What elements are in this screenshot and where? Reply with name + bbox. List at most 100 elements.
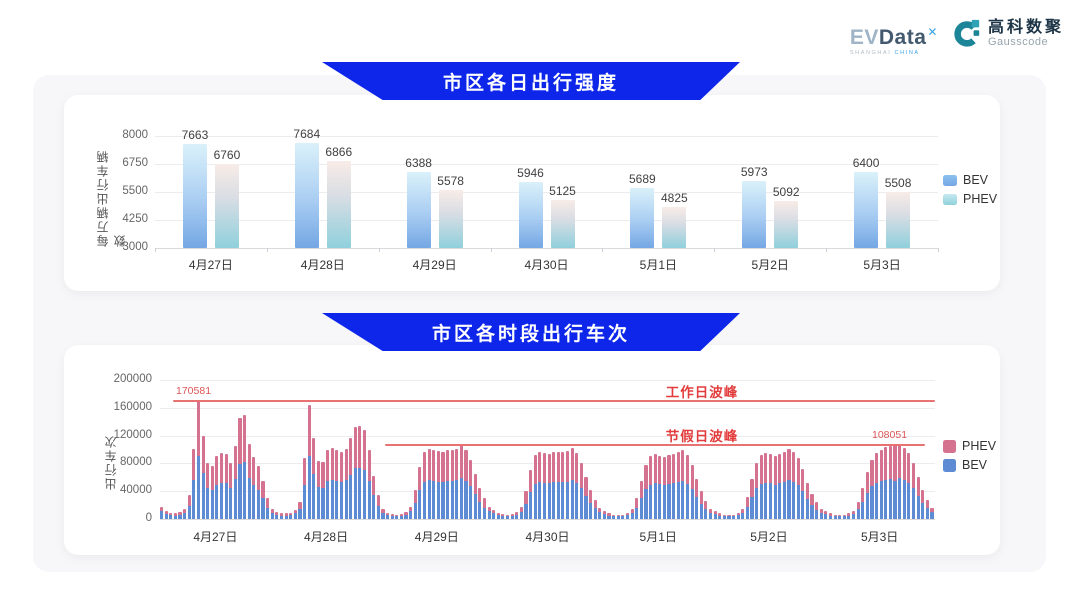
phev-bar: [326, 161, 351, 248]
legend-label: BEV: [963, 173, 989, 187]
bev-segment: [243, 462, 247, 519]
phev-segment: [160, 506, 164, 512]
phev-segment: [390, 514, 394, 517]
legend-label: PHEV: [963, 192, 998, 206]
hourly-bar-column: [824, 511, 828, 519]
holiday-peak-line: [385, 443, 925, 446]
hourly-bar-column: [450, 449, 454, 519]
x-tick-label: 4月29日: [412, 258, 457, 272]
bev-segment: [293, 513, 297, 519]
phev-segment: [718, 513, 722, 516]
bev-segment: [884, 479, 888, 519]
hourly-bar-column: [842, 514, 846, 519]
phev-segment: [381, 509, 385, 513]
phev-segment: [658, 455, 662, 485]
daily-chart-title: 市区各日出行强度: [442, 72, 619, 94]
bev-segment: [238, 463, 242, 519]
bev-segment: [399, 516, 403, 519]
phev-segment: [764, 452, 768, 483]
legend-item-bev[interactable]: BEV: [943, 173, 997, 187]
hourly-bar-column: [778, 453, 782, 519]
phev-segment: [755, 463, 759, 489]
bev-segment: [699, 503, 703, 519]
hourly-bar-column: [547, 454, 551, 519]
x-tick-label: 4月27日: [188, 258, 233, 272]
hourly-bar-column: [183, 508, 187, 519]
phev-segment: [459, 445, 463, 479]
hourly-bar-column: [718, 513, 722, 519]
bev-segment: [713, 513, 717, 519]
bev-segment: [856, 509, 860, 519]
bev-segment: [316, 487, 320, 519]
phev-segment: [875, 452, 879, 483]
hourly-bar-column: [289, 512, 293, 519]
phev-segment: [446, 449, 450, 481]
legend-item-bev[interactable]: BEV: [943, 458, 996, 472]
bev-value-label: 5689: [628, 171, 656, 186]
bev-segment: [796, 485, 800, 519]
hourly-bar-column: [261, 480, 265, 519]
hourly-bar-column: [529, 470, 533, 519]
axis-tick: [602, 248, 604, 252]
phev-bar: [774, 201, 799, 248]
hourly-bar-column: [616, 514, 620, 519]
axis-tick: [490, 248, 492, 252]
phev-segment: [593, 499, 597, 509]
hourly-bar-column: [925, 499, 929, 519]
axis-tick: [826, 248, 828, 252]
hourly-bar-column: [741, 509, 745, 519]
hourly-bar-column: [519, 507, 523, 519]
hourly-bar-column: [828, 513, 833, 519]
bev-segment: [727, 516, 731, 519]
phev-segment: [556, 451, 560, 482]
phev-segment: [884, 447, 888, 480]
phev-segment: [612, 514, 616, 517]
bev-segment: [672, 483, 676, 519]
bev-segment: [367, 480, 371, 519]
bev-segment: [644, 489, 648, 519]
legend-swatch-bev: [943, 458, 956, 472]
bev-segment: [376, 505, 380, 519]
hourly-bar-column: [362, 430, 367, 519]
bev-segment: [616, 516, 620, 519]
hourly-bar-column: [418, 466, 422, 519]
bev-segment: [621, 516, 625, 519]
axis-tick: [155, 248, 156, 252]
hourly-chart-banner: 市区各时段出行车次: [322, 313, 740, 351]
hourly-bar-column: [676, 452, 680, 519]
phev-bar: [438, 190, 463, 248]
hourly-bar-column: [764, 452, 768, 519]
phev-segment: [815, 502, 819, 510]
y-tick-label: 4250: [122, 213, 148, 225]
y-tick-label: 0: [145, 512, 152, 524]
bev-segment: [805, 499, 809, 519]
hourly-bar-column: [413, 489, 417, 519]
hourly-bar-column: [570, 448, 574, 519]
hourly-bar-column: [745, 496, 749, 519]
bev-value-label: 6388: [405, 156, 432, 171]
phev-value-label: 5125: [549, 184, 576, 199]
hourly-bar-column: [612, 514, 616, 519]
bev-segment: [755, 488, 759, 519]
hourly-bar-column: [349, 438, 353, 519]
bev-segment: [584, 496, 588, 519]
bev-segment: [593, 508, 597, 519]
hourly-bar-column: [805, 482, 809, 519]
phev-segment: [187, 494, 191, 506]
bev-segment: [529, 492, 533, 519]
phev-segment: [215, 456, 219, 485]
phev-segment: [676, 452, 680, 483]
bev-segment: [441, 482, 445, 519]
legend-item-phev[interactable]: PHEV: [943, 439, 996, 453]
bev-segment: [870, 486, 874, 519]
hourly-bar-column: [662, 457, 666, 519]
bev-bar: [294, 143, 319, 248]
bev-segment: [907, 482, 911, 519]
legend-item-phev[interactable]: PHEV: [943, 192, 997, 206]
phev-segment: [362, 430, 367, 471]
hourly-bar-column: [907, 452, 911, 519]
bev-segment: [492, 513, 496, 519]
phev-segment: [261, 480, 265, 498]
hourly-bar-column: [699, 491, 703, 519]
bev-segment: [469, 486, 473, 519]
